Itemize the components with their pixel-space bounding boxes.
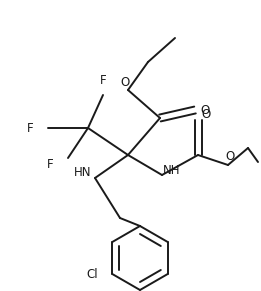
Text: F: F bbox=[27, 122, 33, 134]
Text: Cl: Cl bbox=[86, 267, 98, 281]
Text: O: O bbox=[200, 104, 210, 116]
Text: F: F bbox=[100, 74, 106, 86]
Text: HN: HN bbox=[74, 166, 92, 180]
Text: O: O bbox=[226, 150, 235, 162]
Text: O: O bbox=[120, 75, 130, 88]
Text: NH: NH bbox=[163, 164, 181, 177]
Text: O: O bbox=[201, 107, 211, 120]
Text: F: F bbox=[47, 159, 53, 171]
